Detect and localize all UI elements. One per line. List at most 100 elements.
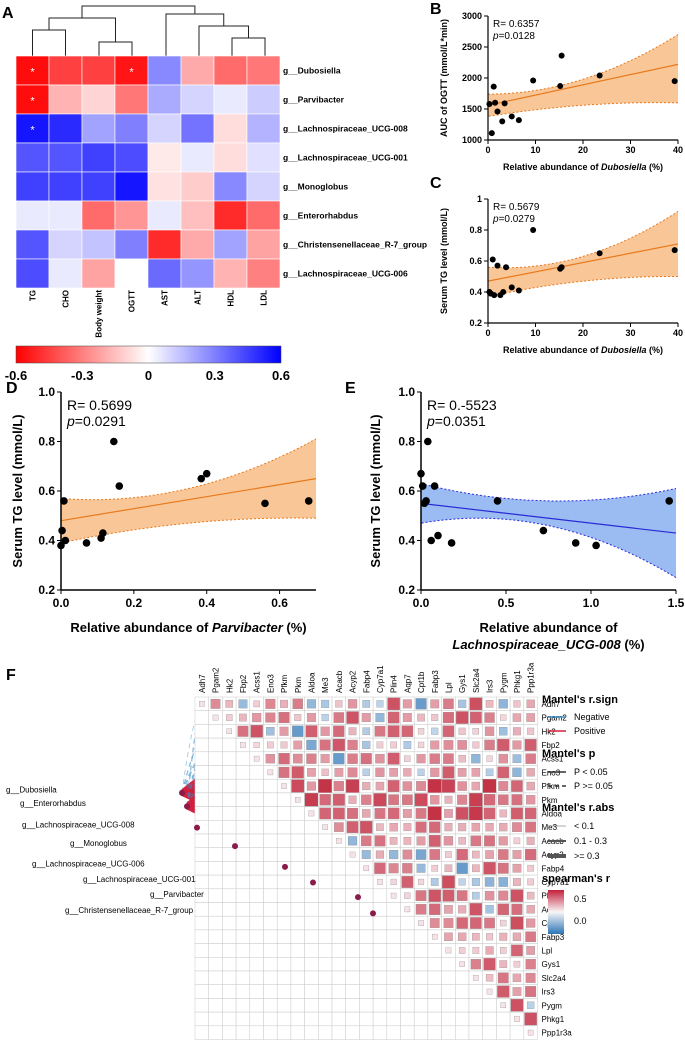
heatmap-cell [48,55,83,86]
matrix-mark [511,780,523,792]
matrix-cell [208,998,223,1013]
matrix-mark [362,727,371,736]
matrix-cell [208,957,223,972]
matrix-mark [500,1002,507,1009]
y-axis-label: Serum TG level (mmol/L) [10,414,25,567]
matrix-mark [333,780,344,792]
matrix-cell [455,998,470,1013]
matrix-cell [468,984,483,999]
data-point [671,78,678,85]
matrix-cell [318,957,333,972]
matrix-cell [235,984,251,999]
matrix-mark [473,975,479,981]
matrix-cell [345,861,360,876]
matrix-mark [525,972,536,983]
matrix-row-label: Ppp1r3a [542,1029,573,1038]
matrix-cell [263,957,278,972]
matrix-mark [212,714,219,721]
matrix-mark [456,862,468,874]
matrix-mark [497,738,510,751]
matrix-mark [442,711,455,724]
matrix-cell [208,874,223,890]
legend-sign-title: Mantel's r.sign [542,694,618,706]
y-tick-label: 0.6 [38,484,55,498]
heatmap-cell [213,113,248,144]
taxon-node [232,843,238,850]
matrix-mark [526,918,536,928]
matrix-mark [376,741,384,749]
heatmap-cell [246,229,281,260]
matrix-mark [417,728,425,735]
taxon-node [194,824,200,831]
legend-rabs-title: Mantel's r.abs [542,802,614,814]
y-tick-label: 1500 [462,104,482,114]
matrix-mark [513,700,521,708]
matrix-mark [511,944,523,957]
matrix-mark [469,793,483,807]
matrix-cell [331,915,346,931]
matrix-mark [471,822,481,832]
heatmap-cell [180,142,215,173]
matrix-col-label: Pgam2 [212,667,221,693]
matrix-mark [458,947,466,954]
matrix-cell [318,888,333,903]
matrix-mark [443,740,454,750]
matrix-cell [249,888,264,903]
matrix-cell [345,874,360,890]
colorbar-tick: -0.3 [71,368,93,383]
matrix-mark [416,781,426,791]
matrix-cell [290,1011,305,1027]
matrix-mark [469,903,483,916]
heatmap-cell [48,229,83,260]
matrix-cell [318,943,333,958]
matrix-mark [374,725,386,737]
matrix-row-label: Phkg1 [542,1015,565,1024]
matrix-cell [208,943,223,958]
matrix-cell [482,1011,497,1027]
matrix-col-label: Phkg1 [513,670,522,693]
taxon-label: g__Lachnospiraceae_UCG-008 [22,820,135,829]
matrix-mark [526,836,535,845]
y-tick-label: 0.2 [38,583,55,597]
matrix-cell [249,765,264,780]
matrix-mark [250,725,263,738]
matrix-cell [208,792,223,807]
matrix-cell [276,833,292,848]
matrix-mark [375,781,385,791]
panel-label-e: E [345,380,356,397]
y-tick-label: 0.2 [398,583,415,597]
matrix-mark [512,767,522,777]
matrix-mark [443,836,454,846]
matrix-cell [400,998,415,1013]
x-axis-label: Relative abundance of Parvibacter (%) [70,620,306,635]
matrix-cell [263,820,278,835]
matrix-mark [512,932,522,941]
matrix-mark [444,905,453,914]
data-point [99,529,107,537]
matrix-cell [359,984,374,999]
matrix-cell [194,833,209,848]
matrix-row-label: Eno3 [542,768,561,777]
matrix-cell [235,888,251,903]
matrix-mark [278,766,290,778]
y-axis-label: Serum TG level (mmol/L) [439,208,449,314]
matrix-mark [458,837,466,845]
matrix-mark [429,903,441,916]
matrix-mark [512,727,521,736]
matrix-cell [372,915,388,931]
matrix-cell [290,833,305,848]
matrix-mark [485,974,494,982]
matrix-cell [318,1025,333,1040]
matrix-mark [415,821,427,833]
matrix-cell [249,874,264,890]
heatmap-cell [114,142,149,173]
panel-label-d: D [6,380,18,397]
heatmap-cell [15,258,50,289]
matrix-mark [267,741,274,749]
matrix-cell [400,929,415,944]
matrix-cell [290,957,305,972]
matrix-mark [444,932,453,942]
y-tick-label: 2500 [462,42,482,52]
matrix-cell [222,984,237,999]
matrix-mark [525,821,537,833]
